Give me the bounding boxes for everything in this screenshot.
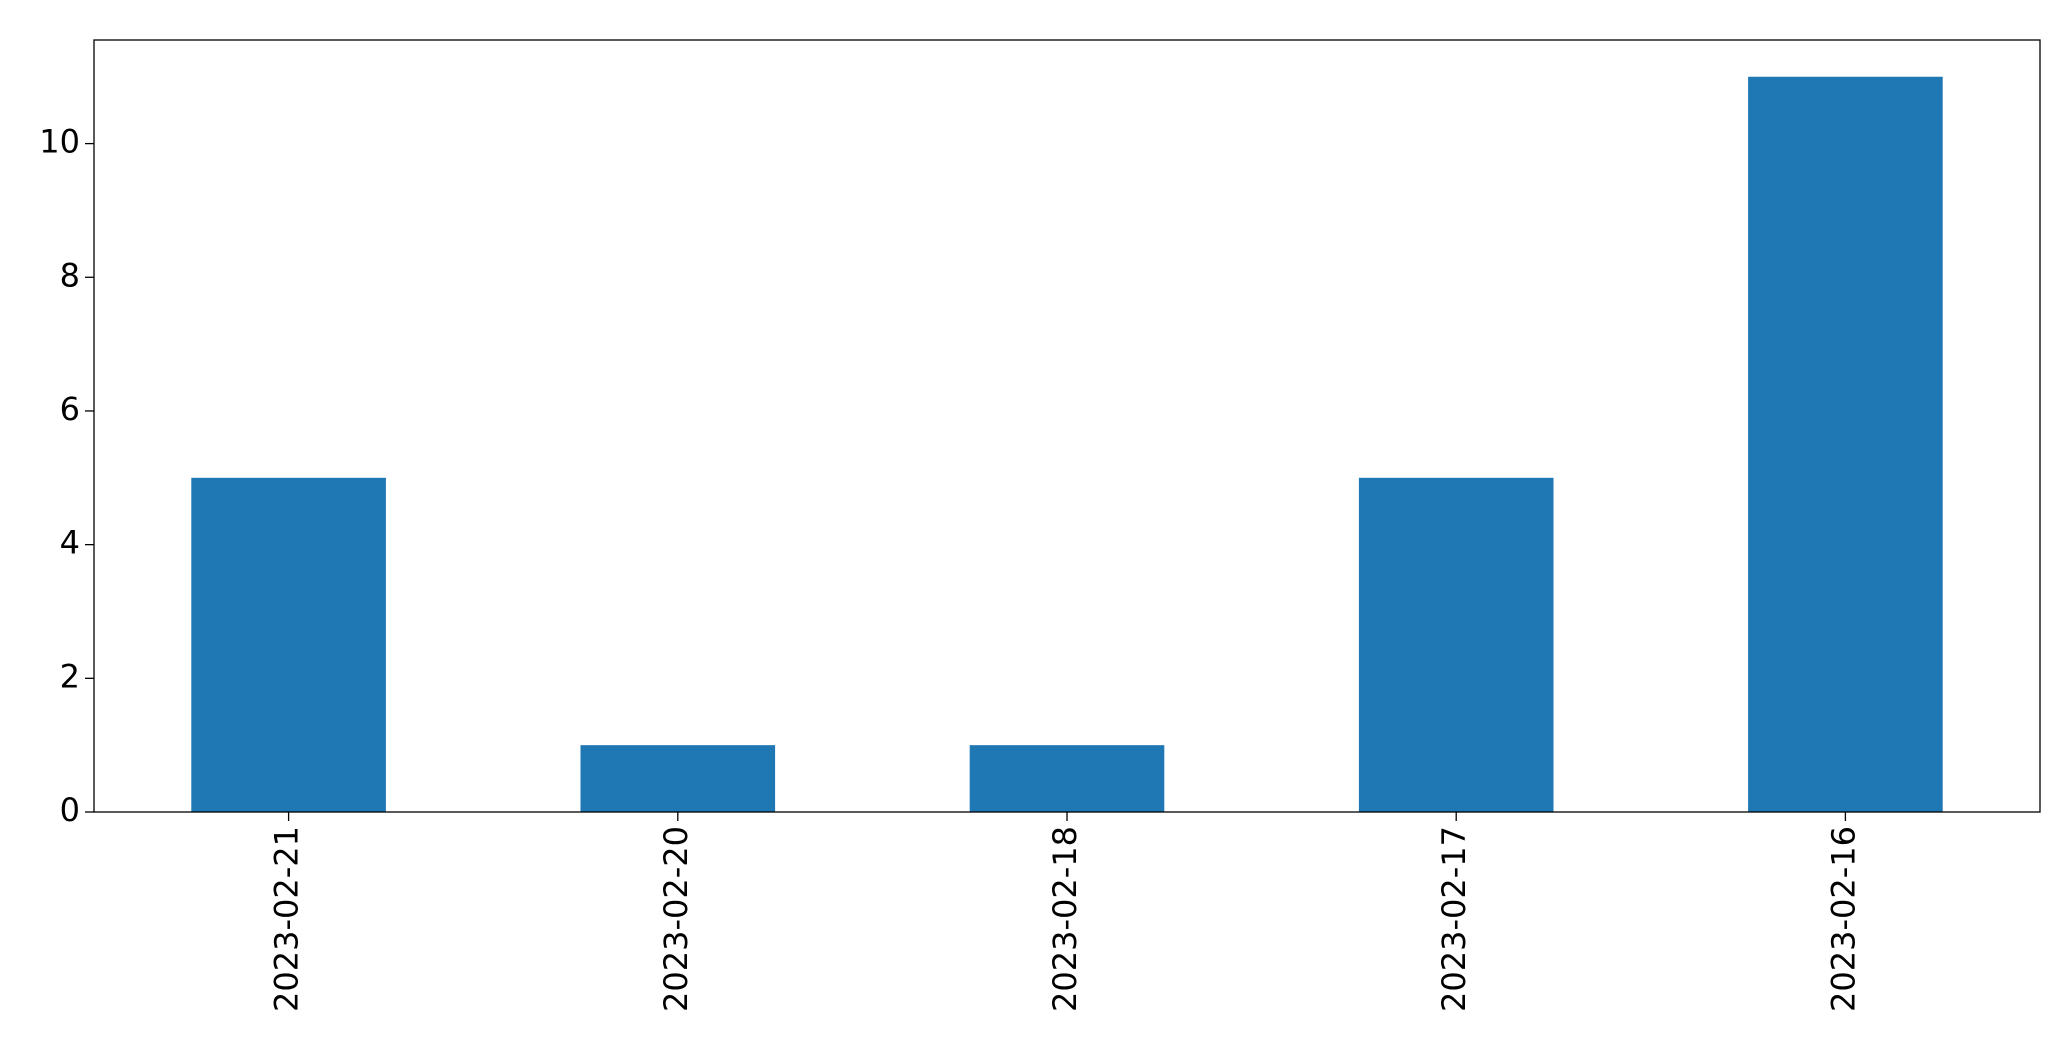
bar [969, 745, 1165, 812]
y-tick-label: 6 [60, 390, 80, 428]
bar [1358, 477, 1554, 812]
x-tick-label: 2023-02-16 [1824, 826, 1862, 1012]
x-tick-label: 2023-02-18 [1046, 826, 1084, 1012]
x-tick-label: 2023-02-17 [1435, 826, 1473, 1012]
y-tick-label: 8 [60, 256, 80, 294]
bar [191, 477, 386, 812]
x-tick-label: 2023-02-20 [657, 826, 695, 1012]
bar [580, 745, 776, 812]
y-tick-label: 2 [60, 657, 80, 695]
bar [1748, 76, 1943, 812]
axes-frame [93, 39, 2041, 813]
y-tick-label: 10 [39, 123, 80, 161]
y-tick-label: 4 [60, 524, 80, 562]
x-tick-label: 2023-02-21 [268, 826, 306, 1012]
y-tick-label: 0 [60, 791, 80, 829]
